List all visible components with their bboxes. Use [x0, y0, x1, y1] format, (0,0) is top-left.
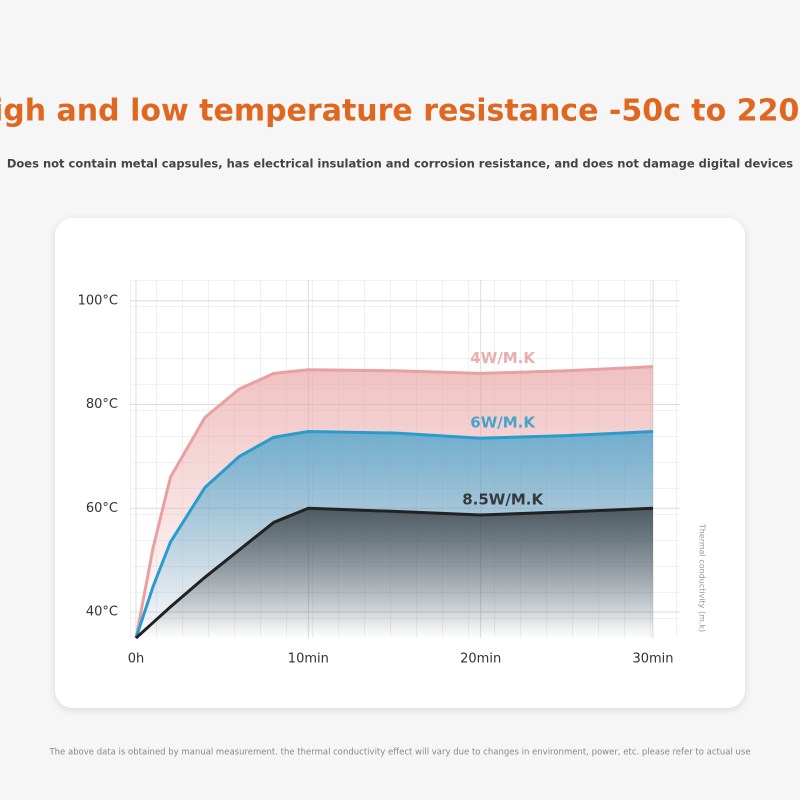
side-label: Thermal conductivity (m.k): [698, 523, 707, 632]
y-tick-label: 60°C: [86, 501, 118, 516]
series-label: 4W/M.K: [470, 349, 536, 367]
series-label: 6W/M.K: [470, 414, 536, 432]
series-line: [134, 506, 654, 640]
series-line: [134, 430, 654, 639]
x-tick-label: 10min: [288, 652, 329, 667]
subtitle: Does not contain metal capsules, has ele…: [7, 157, 793, 171]
footer: The above data is obtained by manual mea…: [48, 748, 750, 758]
title: High and low temperature resistance -50c…: [0, 94, 800, 129]
y-tick-label: 100°C: [78, 293, 118, 308]
plot: 40°C 60°C 80°C 100°C 0h 10min 20min 30min 4W/M.K…: [78, 280, 707, 667]
y-tick-label: 80°C: [86, 397, 118, 412]
series-line: [134, 365, 654, 639]
series-area: [136, 508, 653, 638]
x-tick-label: 0h: [128, 652, 145, 667]
x-tick-label: 20min: [460, 652, 501, 667]
y-tick-label: 40°C: [86, 605, 118, 620]
x-tick-label: 30min: [632, 652, 673, 667]
series-label: 8.5W/M.K: [462, 491, 544, 509]
